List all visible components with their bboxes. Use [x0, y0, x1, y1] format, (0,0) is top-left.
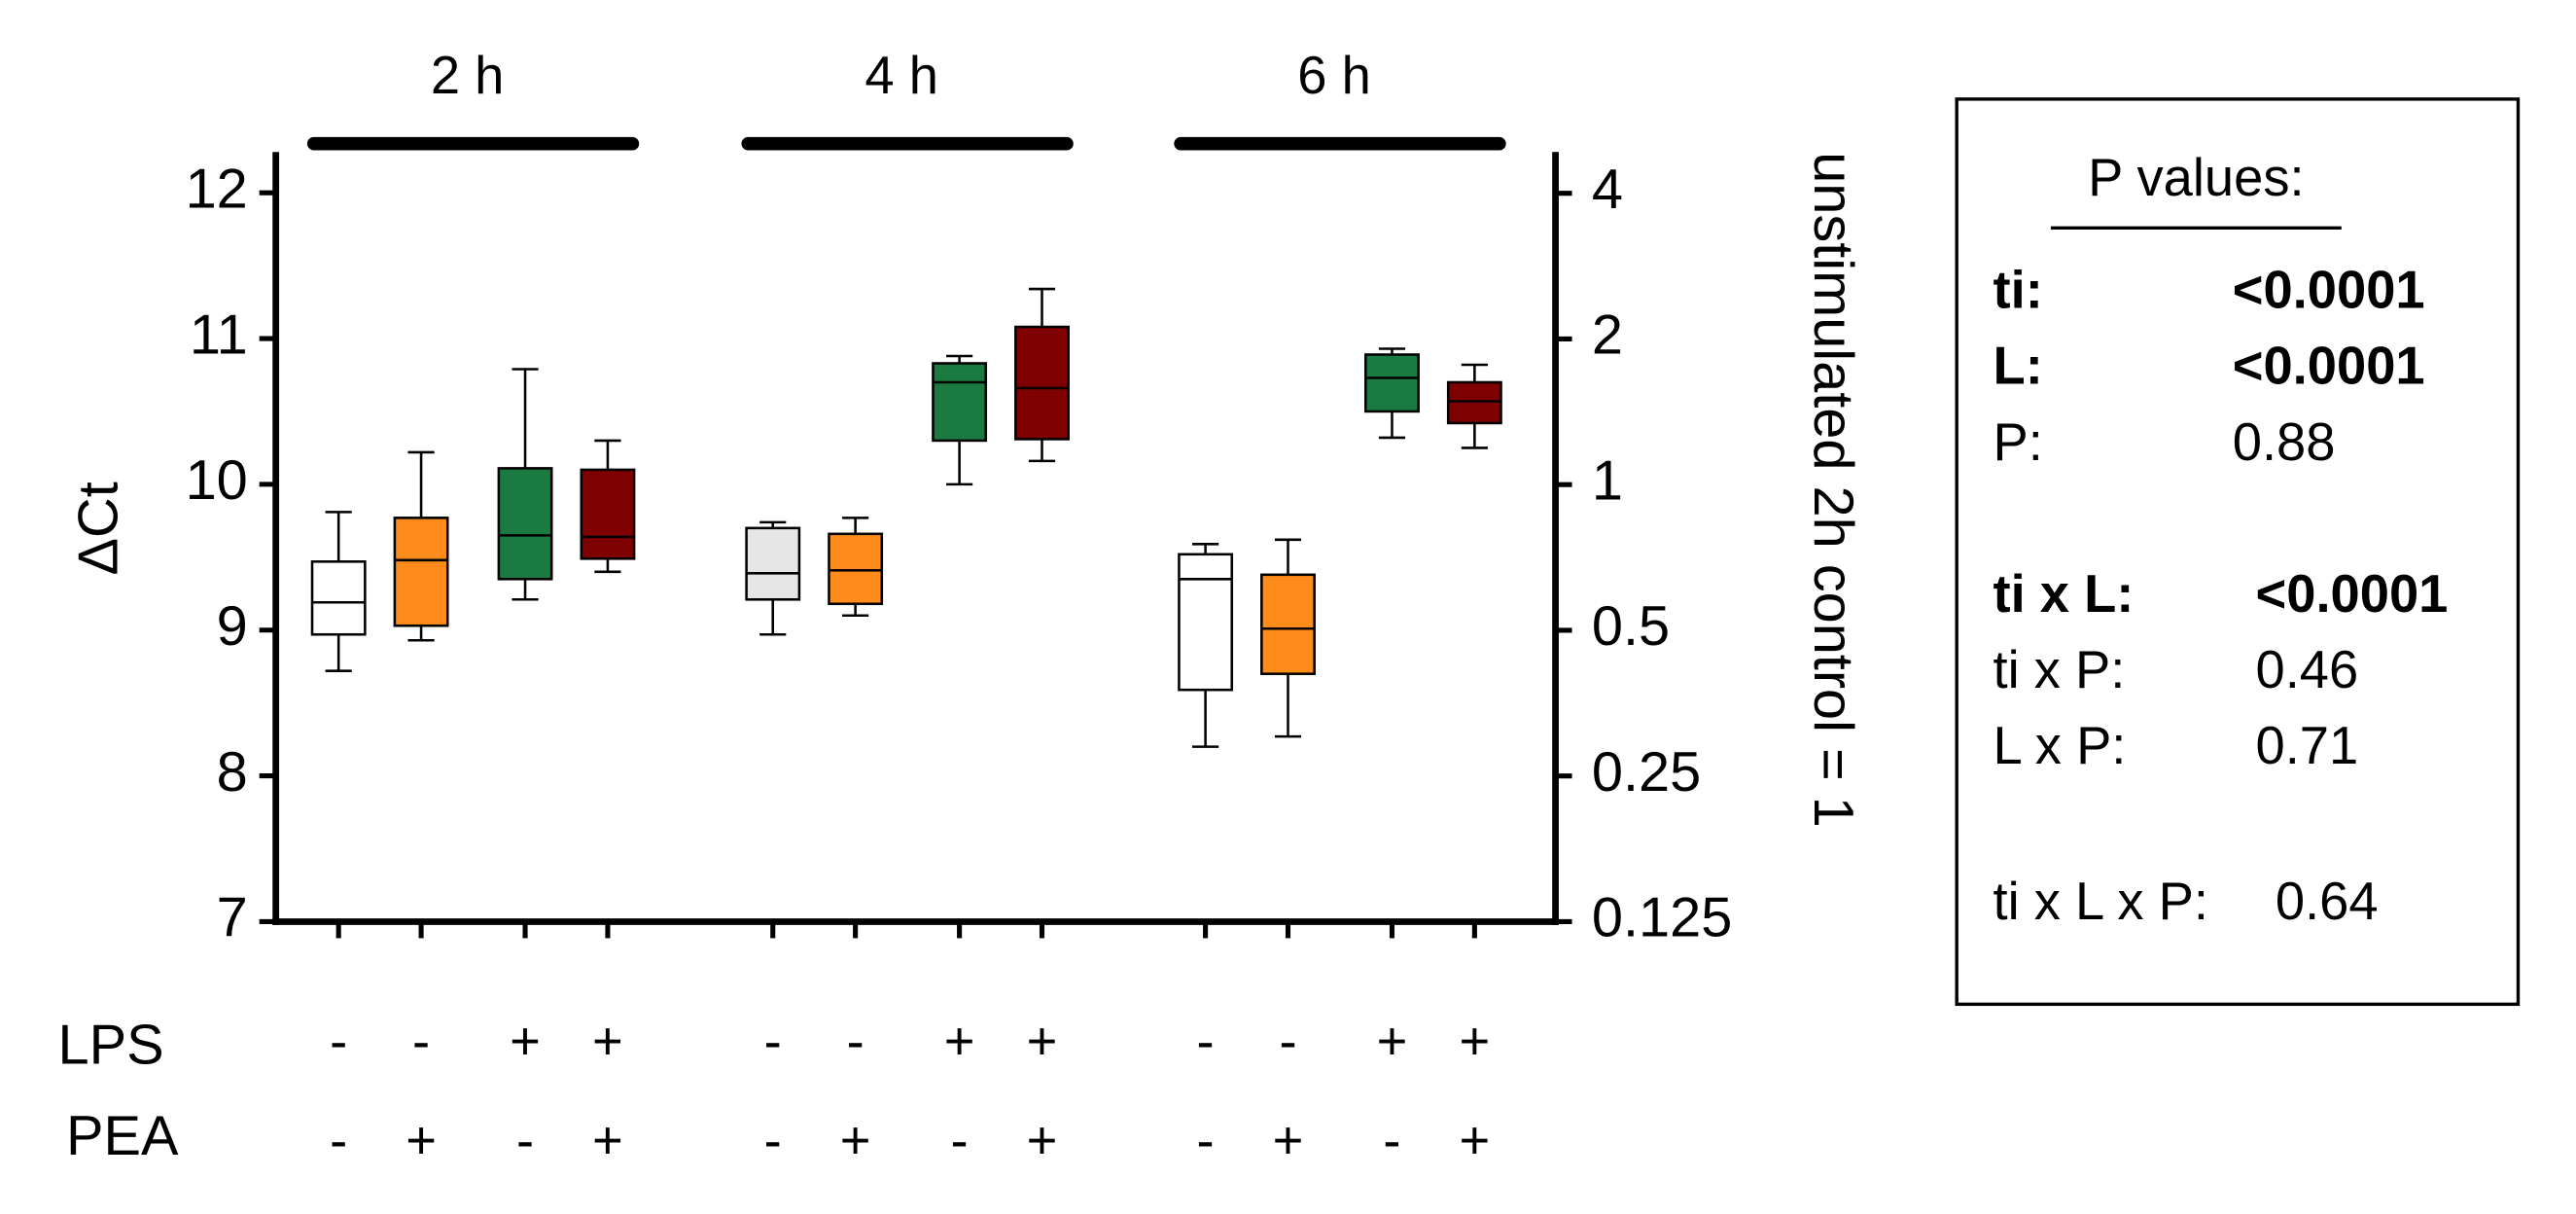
y2-axis-label: unstimulated 2h control = 1 — [1802, 152, 1864, 828]
box — [828, 532, 884, 606]
box — [745, 526, 801, 601]
y-axis-label: ΔCt — [68, 482, 130, 575]
pea-sign: - — [516, 1111, 534, 1170]
p-label: ti x P: — [1994, 640, 2126, 699]
y2-tick-label: 0.5 — [1592, 595, 1670, 658]
p-value: 0.71 — [2256, 716, 2359, 775]
y2-tick-label: 0.125 — [1592, 887, 1732, 949]
p-label: P: — [1994, 412, 2043, 472]
group-label: 6 h — [1297, 46, 1371, 105]
box — [1014, 325, 1070, 441]
p-label: ti: — [1994, 261, 2043, 320]
lps-sign: + — [592, 1012, 623, 1071]
pea-sign: + — [406, 1111, 437, 1170]
pea-sign: - — [764, 1111, 782, 1170]
p-label: L: — [1994, 337, 2043, 396]
pea-sign: - — [1197, 1111, 1215, 1170]
box — [580, 468, 636, 560]
y2-tick-label: 4 — [1592, 159, 1623, 221]
box — [1446, 380, 1502, 425]
pea-sign: - — [1383, 1111, 1400, 1170]
lps-sign: - — [330, 1012, 347, 1071]
row-label: LPS — [58, 1014, 164, 1076]
lps-sign: - — [412, 1012, 430, 1071]
box — [1260, 573, 1316, 675]
row-label: PEA — [66, 1105, 179, 1167]
box — [393, 517, 449, 627]
pea-sign: + — [1460, 1111, 1491, 1170]
p-values-box — [1955, 97, 2521, 1007]
y-tick-label: 8 — [217, 741, 248, 803]
p-label: ti x L: — [1994, 564, 2135, 624]
pea-sign: + — [1273, 1111, 1304, 1170]
y-tick-label: 11 — [190, 304, 248, 366]
y-tick-label: 10 — [186, 449, 248, 512]
lps-sign: + — [1027, 1012, 1058, 1071]
pea-sign: - — [330, 1111, 347, 1170]
box — [497, 467, 553, 581]
box — [1178, 553, 1234, 692]
pea-sign: - — [951, 1111, 969, 1170]
y-tick-label: 9 — [217, 595, 248, 658]
y2-tick-label: 0.25 — [1592, 741, 1701, 803]
group-label: 2 h — [431, 46, 505, 105]
lps-sign: + — [1460, 1012, 1491, 1071]
p-value: 0.88 — [2233, 412, 2336, 472]
p-value: <0.0001 — [2233, 337, 2425, 396]
lps-sign: - — [1197, 1012, 1215, 1071]
y2-tick-label: 1 — [1592, 449, 1623, 512]
box — [310, 560, 367, 636]
lps-sign: - — [1279, 1012, 1296, 1071]
p-label: ti x L x P: — [1994, 872, 2208, 931]
box — [1364, 353, 1420, 413]
pea-sign: + — [592, 1111, 623, 1170]
group-label: 4 h — [865, 46, 938, 105]
lps-sign: + — [944, 1012, 975, 1071]
y-tick-label: 12 — [186, 158, 248, 220]
pea-sign: + — [840, 1111, 871, 1170]
box — [932, 362, 988, 443]
p-value: <0.0001 — [2256, 564, 2449, 624]
p-label: L x P: — [1994, 716, 2127, 775]
y-tick-label: 7 — [217, 887, 248, 949]
p-values-title: P values: — [2088, 148, 2305, 207]
p-value: 0.64 — [2276, 872, 2379, 931]
y2-tick-label: 2 — [1592, 304, 1623, 367]
pea-sign: + — [1027, 1111, 1058, 1170]
lps-sign: + — [510, 1012, 541, 1071]
lps-sign: - — [764, 1012, 782, 1071]
lps-sign: - — [847, 1012, 865, 1071]
p-value: <0.0001 — [2233, 261, 2425, 320]
p-value: 0.46 — [2256, 640, 2359, 699]
lps-sign: + — [1377, 1012, 1408, 1071]
